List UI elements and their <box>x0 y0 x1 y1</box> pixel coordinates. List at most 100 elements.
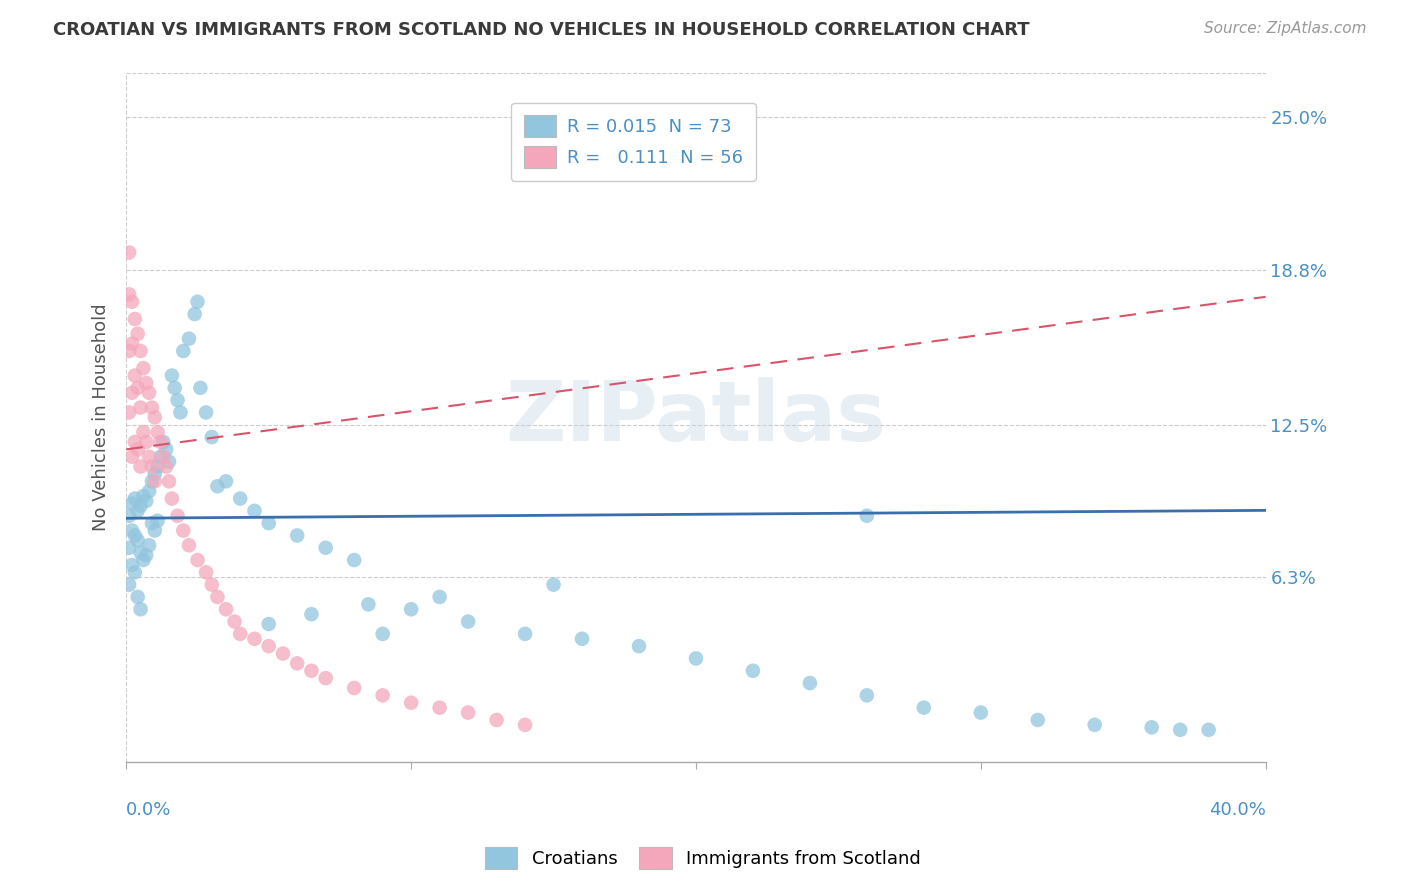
Point <box>1084 718 1107 732</box>
Point <box>143 467 166 481</box>
Point <box>1026 713 1049 727</box>
Point <box>121 524 143 538</box>
Point <box>1140 720 1163 734</box>
Point <box>271 647 294 661</box>
Point <box>141 459 163 474</box>
Point <box>429 590 451 604</box>
Point <box>138 385 160 400</box>
Point <box>315 671 337 685</box>
Text: 40.0%: 40.0% <box>1209 801 1265 819</box>
Point <box>127 590 149 604</box>
Point <box>124 528 146 542</box>
Point <box>186 294 208 309</box>
Point <box>141 475 163 489</box>
Point <box>118 287 141 301</box>
Point <box>399 602 422 616</box>
Point <box>201 430 224 444</box>
Point <box>121 336 143 351</box>
Point <box>207 479 229 493</box>
Point <box>132 361 155 376</box>
Point <box>177 332 200 346</box>
Point <box>243 632 266 646</box>
Point <box>129 499 152 513</box>
Point <box>118 405 141 419</box>
Point <box>201 577 224 591</box>
Point <box>157 455 180 469</box>
Point <box>186 553 208 567</box>
Point <box>146 459 169 474</box>
Point <box>513 627 536 641</box>
Point <box>543 577 565 591</box>
Point <box>124 491 146 506</box>
Point <box>132 425 155 439</box>
Point <box>183 307 205 321</box>
Point <box>129 459 152 474</box>
Point <box>160 368 183 383</box>
Point <box>121 558 143 572</box>
Point <box>571 632 593 646</box>
Point <box>118 577 141 591</box>
Point <box>135 548 157 562</box>
Point <box>121 385 143 400</box>
Point <box>742 664 765 678</box>
Point <box>399 696 422 710</box>
Legend: Croatians, Immigrants from Scotland: Croatians, Immigrants from Scotland <box>478 839 928 876</box>
Point <box>285 657 308 671</box>
Point <box>357 598 380 612</box>
Text: Source: ZipAtlas.com: Source: ZipAtlas.com <box>1204 21 1367 37</box>
Point <box>1198 723 1220 737</box>
Point <box>166 393 188 408</box>
Point <box>485 713 508 727</box>
Point <box>138 538 160 552</box>
Point <box>243 504 266 518</box>
Point <box>132 553 155 567</box>
Point <box>343 553 366 567</box>
Point <box>124 434 146 449</box>
Point <box>143 475 166 489</box>
Point <box>224 615 246 629</box>
Point <box>141 401 163 415</box>
Y-axis label: No Vehicles in Household: No Vehicles in Household <box>93 303 110 532</box>
Point <box>429 700 451 714</box>
Point <box>124 566 146 580</box>
Point <box>229 627 252 641</box>
Point <box>141 516 163 530</box>
Point <box>143 524 166 538</box>
Point <box>257 639 280 653</box>
Point <box>371 627 394 641</box>
Point <box>190 381 212 395</box>
Point <box>124 368 146 383</box>
Point <box>155 459 177 474</box>
Point <box>135 494 157 508</box>
Point <box>166 508 188 523</box>
Point <box>124 312 146 326</box>
Point <box>157 475 180 489</box>
Point <box>146 514 169 528</box>
Point <box>627 639 650 653</box>
Point <box>301 664 323 678</box>
Point <box>215 602 238 616</box>
Point <box>195 566 218 580</box>
Point <box>118 245 141 260</box>
Point <box>257 617 280 632</box>
Text: 0.0%: 0.0% <box>127 801 172 819</box>
Point <box>163 381 186 395</box>
Point <box>160 491 183 506</box>
Point <box>135 434 157 449</box>
Point <box>132 489 155 503</box>
Point <box>457 615 479 629</box>
Point <box>229 491 252 506</box>
Point <box>513 718 536 732</box>
Text: CROATIAN VS IMMIGRANTS FROM SCOTLAND NO VEHICLES IN HOUSEHOLD CORRELATION CHART: CROATIAN VS IMMIGRANTS FROM SCOTLAND NO … <box>53 21 1031 39</box>
Point <box>146 425 169 439</box>
Point <box>177 538 200 552</box>
Point <box>143 410 166 425</box>
Point <box>970 706 993 720</box>
Point <box>799 676 821 690</box>
Legend: R = 0.015  N = 73, R =   0.111  N = 56: R = 0.015 N = 73, R = 0.111 N = 56 <box>512 103 756 181</box>
Point <box>152 450 174 464</box>
Point <box>135 376 157 390</box>
Point <box>1168 723 1191 737</box>
Point <box>457 706 479 720</box>
Point <box>129 546 152 560</box>
